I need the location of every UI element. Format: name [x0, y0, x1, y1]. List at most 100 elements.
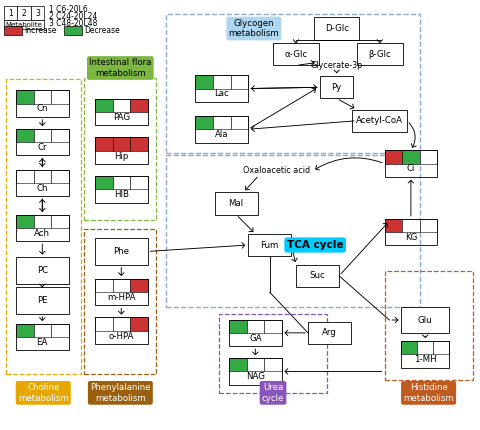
- Text: HIB: HIB: [114, 190, 129, 199]
- Text: Acetyl-CoA: Acetyl-CoA: [356, 116, 402, 125]
- Bar: [95, 279, 147, 305]
- Bar: [16, 169, 34, 183]
- Text: Phenylalanine
metabolism: Phenylalanine metabolism: [90, 383, 150, 402]
- Bar: [84, 229, 156, 375]
- Text: 2 C24-20L24: 2 C24-20L24: [49, 12, 97, 21]
- Text: Choline
metabolism: Choline metabolism: [18, 383, 69, 402]
- Bar: [95, 317, 147, 344]
- Bar: [400, 341, 448, 368]
- Bar: [295, 265, 338, 287]
- Bar: [51, 215, 69, 228]
- Bar: [195, 116, 248, 143]
- Text: Mal: Mal: [228, 199, 243, 208]
- Bar: [16, 215, 69, 241]
- Text: Intestinal flora
metabolism: Intestinal flora metabolism: [89, 58, 151, 78]
- Bar: [51, 90, 69, 104]
- Bar: [230, 75, 248, 89]
- Text: PC: PC: [36, 266, 48, 275]
- Bar: [16, 129, 34, 142]
- Text: Histidine
metabolism: Histidine metabolism: [402, 383, 453, 402]
- Text: 1 C6-20L6: 1 C6-20L6: [49, 5, 88, 14]
- Bar: [16, 287, 69, 314]
- Bar: [16, 90, 34, 104]
- Bar: [51, 129, 69, 142]
- Text: 3: 3: [35, 9, 40, 18]
- Text: Cn: Cn: [36, 104, 48, 114]
- Bar: [17, 6, 31, 20]
- Bar: [31, 6, 44, 20]
- Bar: [16, 169, 69, 196]
- Bar: [401, 150, 419, 163]
- Text: Glycogen
metabolism: Glycogen metabolism: [228, 19, 279, 38]
- Bar: [16, 324, 34, 337]
- Bar: [16, 215, 34, 228]
- Bar: [34, 324, 51, 337]
- Text: o-HPA: o-HPA: [108, 332, 134, 341]
- Bar: [228, 319, 246, 333]
- Bar: [264, 319, 281, 333]
- Bar: [400, 307, 448, 333]
- Bar: [16, 258, 69, 284]
- Bar: [432, 341, 448, 354]
- Text: Py: Py: [331, 83, 341, 92]
- Text: 2: 2: [22, 9, 26, 18]
- Text: Ala: Ala: [215, 130, 228, 139]
- Text: 1: 1: [8, 9, 13, 18]
- Bar: [6, 79, 81, 375]
- Bar: [4, 6, 17, 20]
- Bar: [246, 319, 264, 333]
- Bar: [95, 317, 112, 331]
- Bar: [213, 116, 230, 129]
- Bar: [230, 116, 248, 129]
- Text: Glycerate-3p: Glycerate-3p: [310, 61, 362, 71]
- Bar: [228, 358, 281, 385]
- Bar: [195, 116, 213, 129]
- Text: m-HPA: m-HPA: [107, 293, 135, 302]
- Bar: [95, 176, 112, 189]
- Text: α-Glc: α-Glc: [284, 50, 307, 59]
- Bar: [64, 26, 82, 35]
- Bar: [419, 150, 436, 163]
- Text: Glu: Glu: [417, 316, 432, 325]
- Text: Oxaloacetic acid: Oxaloacetic acid: [243, 166, 310, 175]
- Bar: [34, 90, 51, 104]
- Bar: [307, 322, 350, 344]
- Bar: [384, 219, 401, 232]
- Text: Arg: Arg: [322, 329, 336, 338]
- Bar: [34, 215, 51, 228]
- Bar: [384, 150, 436, 177]
- Bar: [246, 358, 264, 372]
- Bar: [112, 138, 130, 150]
- Bar: [51, 169, 69, 183]
- Bar: [112, 317, 130, 331]
- Text: Ach: Ach: [34, 229, 50, 238]
- Text: 1-MH: 1-MH: [413, 355, 436, 364]
- Bar: [213, 75, 230, 89]
- Bar: [228, 358, 246, 372]
- Bar: [130, 99, 147, 112]
- Bar: [112, 99, 130, 112]
- Bar: [130, 317, 147, 331]
- Bar: [400, 341, 417, 354]
- Bar: [214, 192, 257, 215]
- Bar: [419, 219, 436, 232]
- Text: Cr: Cr: [37, 143, 47, 152]
- Bar: [417, 341, 432, 354]
- Text: PE: PE: [37, 296, 48, 305]
- Text: PAG: PAG: [112, 113, 130, 122]
- Bar: [130, 279, 147, 292]
- Bar: [130, 138, 147, 150]
- Bar: [95, 99, 112, 112]
- Text: TCA cycle: TCA cycle: [286, 240, 343, 250]
- Bar: [95, 176, 147, 203]
- Bar: [166, 14, 419, 153]
- Text: Increase: Increase: [24, 26, 56, 35]
- Text: Phe: Phe: [113, 247, 129, 256]
- Bar: [264, 358, 281, 372]
- Text: D-Glc: D-Glc: [324, 24, 348, 33]
- Text: Ch: Ch: [36, 184, 48, 193]
- Bar: [313, 17, 359, 40]
- Bar: [356, 43, 402, 65]
- Text: 3 C48-20L48: 3 C48-20L48: [49, 19, 97, 28]
- Bar: [34, 129, 51, 142]
